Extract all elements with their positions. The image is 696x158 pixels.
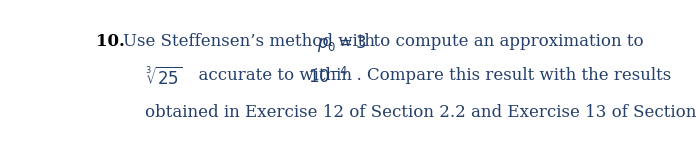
Text: accurate to within: accurate to within bbox=[189, 67, 363, 84]
Text: $10^{-4}$: $10^{-4}$ bbox=[308, 67, 348, 87]
Text: $\sqrt[3]{25}$: $\sqrt[3]{25}$ bbox=[145, 67, 182, 89]
Text: Use Steffensen’s method with: Use Steffensen’s method with bbox=[123, 33, 386, 50]
Text: 10.: 10. bbox=[96, 33, 125, 50]
Text: $p_0 = 3$: $p_0 = 3$ bbox=[317, 33, 367, 54]
Text: to compute an approximation to: to compute an approximation to bbox=[363, 33, 643, 50]
Text: obtained in Exercise 12 of Section 2.2 and Exercise 13 of Section 2.1.: obtained in Exercise 12 of Section 2.2 a… bbox=[145, 104, 696, 121]
Text: . Compare this result with the results: . Compare this result with the results bbox=[346, 67, 671, 84]
